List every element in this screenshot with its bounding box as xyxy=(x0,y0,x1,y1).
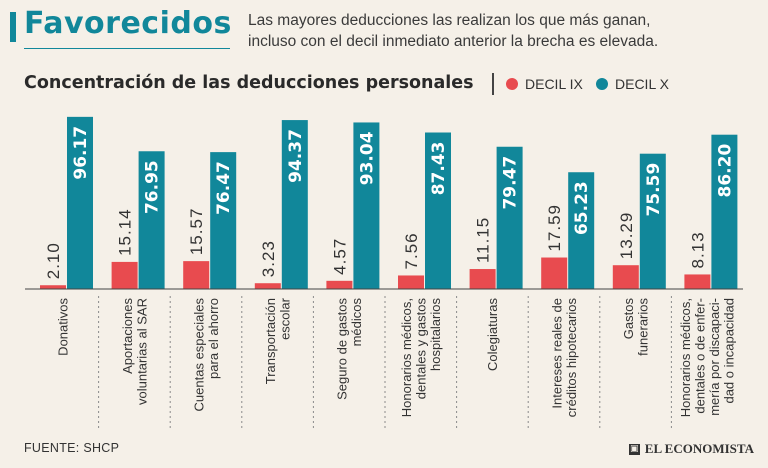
bar-decil-ix xyxy=(612,265,639,289)
category-label: Honorarios médicos,dentales o de enfer-m… xyxy=(678,298,737,417)
category-label-line: Honorarios médicos, xyxy=(399,298,414,417)
legend-label-decil-ix: DECIL IX xyxy=(525,76,583,92)
category-label: Cuentas especialespara el ahorro xyxy=(191,298,221,412)
category-label: Colegiaturas xyxy=(485,298,500,371)
category-label-line: Honorarios médicos, xyxy=(678,298,693,417)
bar-decil-x xyxy=(711,134,738,289)
category-label-line: dad o incapacidad xyxy=(722,298,737,404)
legend-label-decil-x: DECIL X xyxy=(615,76,669,92)
data-label-decil-x: 87.43 xyxy=(429,142,449,196)
legend-swatch-decil-x xyxy=(596,78,608,90)
bar-decil-ix xyxy=(684,274,711,289)
logo-text: EL ECONOMISTA xyxy=(644,441,754,456)
category-label-line: médicos xyxy=(349,298,364,347)
data-label-decil-x: 93.04 xyxy=(357,131,377,185)
data-label-decil-ix: 17.59 xyxy=(545,204,564,252)
legend-item-decil-x: DECIL X xyxy=(596,76,669,92)
category-label-line: créditos hipotecarios xyxy=(564,298,579,418)
data-label-decil-ix: 15.57 xyxy=(187,208,206,256)
category-label: Donativos xyxy=(56,298,71,356)
data-label-decil-x: 76.47 xyxy=(214,161,234,215)
category-label-line: Transportación xyxy=(263,298,278,384)
category-label-line: Gastos xyxy=(621,298,636,340)
category-label-line: funerarios xyxy=(636,298,651,356)
category-label: Intereses reales decréditos hipotecarios xyxy=(549,298,579,418)
category-label-line: Cuentas especiales xyxy=(191,298,206,412)
data-label-decil-x: 75.59 xyxy=(644,163,664,217)
data-label-decil-x: 94.37 xyxy=(286,129,306,183)
category-label: Transportaciónescolar xyxy=(263,297,293,384)
bar-decil-x xyxy=(425,132,451,289)
data-label-decil-x: 96.17 xyxy=(71,126,91,180)
subtitle-line-2: incluso con el decil inmediato anterior … xyxy=(248,33,659,50)
bar-decil-x xyxy=(568,172,595,289)
legend-swatch-decil-ix xyxy=(506,78,518,90)
publisher-logo: ▣ EL ECONOMISTA xyxy=(628,441,754,457)
subtitle: Las mayores deducciones las realizan los… xyxy=(248,10,748,52)
bar-decil-ix xyxy=(254,283,281,289)
category-label-line: dentales o de enfer- xyxy=(693,298,708,414)
chart-title: Concentración de las deducciones persona… xyxy=(24,73,474,93)
data-label-decil-ix: 8.13 xyxy=(688,231,707,268)
subtitle-line-1: Las mayores deducciones las realizan los… xyxy=(248,12,651,29)
bar-decil-x xyxy=(281,120,308,289)
bar-decil-ix xyxy=(398,275,424,289)
category-label: Honorarios médicos,dentales y gastoshosp… xyxy=(399,298,443,418)
bar-decil-x xyxy=(496,146,523,289)
bar-decil-ix xyxy=(40,285,66,289)
bar-decil-ix xyxy=(541,257,568,289)
category-label-line: dentales y gastos xyxy=(414,298,429,400)
category-label: Aportacionesvoluntarias al SAR xyxy=(120,298,150,405)
data-label-decil-x: 76.95 xyxy=(143,160,163,214)
category-label-line: Donativos xyxy=(56,298,71,356)
data-label-decil-x: 65.23 xyxy=(572,181,592,235)
bar-decil-x xyxy=(353,122,380,289)
data-label-decil-ix: 11.15 xyxy=(474,217,493,263)
data-label-decil-ix: 4.57 xyxy=(330,238,349,275)
bar-decil-ix xyxy=(469,269,496,289)
category-label-line: Colegiaturas xyxy=(485,298,500,371)
category-label: Seguro de gastosmédicos xyxy=(335,298,365,400)
category-label-line: Aportaciones xyxy=(120,298,135,374)
category-label-line: hospitalarios xyxy=(428,298,443,371)
bar-decil-ix xyxy=(183,261,210,289)
bar-decil-ix xyxy=(326,280,353,289)
data-label-decil-x: 79.47 xyxy=(501,156,521,210)
data-label-decil-ix: 3.23 xyxy=(259,240,278,277)
category-label-line: Seguro de gastos xyxy=(335,298,350,400)
bar-decil-x xyxy=(639,153,666,289)
logo-icon: ▣ xyxy=(628,443,640,455)
category-label-line: voluntarias al SAR xyxy=(134,298,149,405)
bar-decil-x xyxy=(138,151,165,289)
data-label-decil-ix: 2.10 xyxy=(44,242,63,279)
bar-decil-x xyxy=(67,116,93,289)
category-label: Gastosfunerarios xyxy=(621,298,651,356)
data-label-decil-ix: 13.29 xyxy=(617,212,636,260)
source-note: FUENTE: SHCP xyxy=(24,441,120,455)
bar-decil-ix xyxy=(111,261,138,289)
category-label-line: para el ahorro xyxy=(206,298,221,379)
title-separator xyxy=(492,73,494,95)
data-label-decil-ix: 7.56 xyxy=(402,232,421,269)
category-label-line: mería por discapaci- xyxy=(707,298,722,416)
category-label-line: Intereses reales de xyxy=(549,298,564,409)
data-label-decil-x: 86.20 xyxy=(715,144,735,198)
headline-accent-bar xyxy=(10,12,16,42)
headline-underline xyxy=(24,48,230,49)
category-label-line: escolar xyxy=(278,297,293,340)
data-label-decil-ix: 15.14 xyxy=(116,208,135,256)
bar-decil-x xyxy=(210,152,237,289)
legend-item-decil-ix: DECIL IX xyxy=(506,76,583,92)
headline: Favorecidos xyxy=(24,6,232,41)
